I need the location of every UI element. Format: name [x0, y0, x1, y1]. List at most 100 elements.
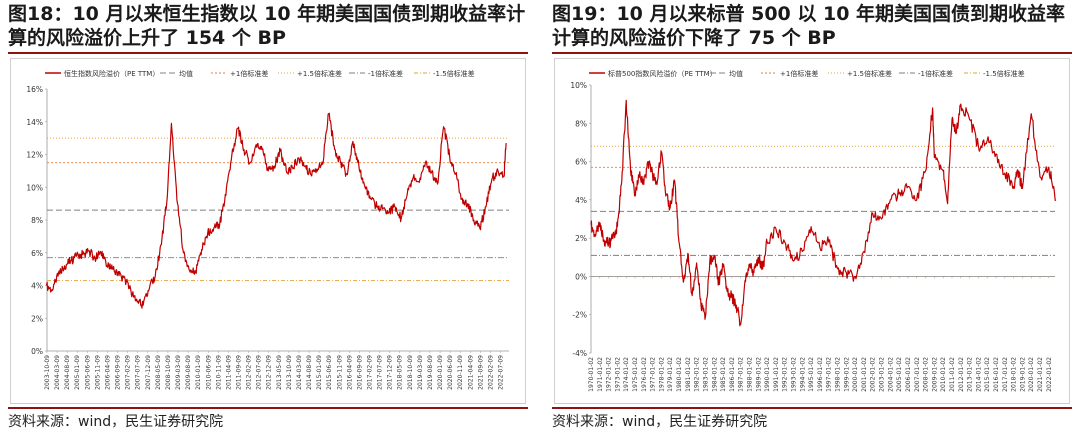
x-tick-label: 2014-03-09: [296, 355, 303, 390]
x-tick-label: 1981-01-02: [685, 357, 692, 392]
x-tick-label: 1983-01-02: [702, 357, 709, 392]
x-tick-label: 1984-01-02: [711, 357, 718, 392]
legend-label: -1倍标准差: [368, 69, 403, 78]
x-tick-label: 2022-01-02: [1046, 357, 1053, 392]
y-tick-label: 4%: [31, 282, 43, 291]
x-tick-label: 2016-09-09: [356, 355, 363, 390]
x-tick-label: 2017-12-09: [387, 355, 394, 390]
x-tick-label: 2014-08-09: [306, 355, 313, 390]
y-tick-label: 2%: [575, 234, 587, 243]
source-note: 资料来源：wind，民生证券研究院: [8, 414, 224, 430]
x-tick-label: 1985-01-02: [720, 357, 727, 392]
y-tick-label: 6%: [575, 158, 587, 167]
x-tick-label: 1979-01-02: [667, 357, 674, 392]
x-tick-label: 2019-01-02: [1019, 357, 1026, 392]
x-tick-label: 2018-01-02: [1011, 357, 1018, 392]
x-tick-label: 2019-03-09: [417, 355, 424, 390]
source-note: 资料来源：wind，民生证券研究院: [552, 414, 768, 430]
x-tick-label: 2012-07-09: [256, 355, 263, 390]
x-tick-label: 2015-11-09: [336, 355, 343, 390]
x-tick-label: 2021-09-09: [477, 355, 484, 390]
x-tick-label: 2015-01-09: [316, 355, 323, 390]
x-tick-label: 2011-01-02: [949, 357, 956, 392]
y-tick-label: -2%: [572, 311, 587, 320]
y-tick-label: 16%: [26, 85, 43, 94]
x-tick-label: 1998-01-02: [835, 357, 842, 392]
x-tick-label: 1987-01-02: [738, 357, 745, 392]
x-tick-label: 2022-02-09: [487, 355, 494, 390]
x-tick-label: 2001-01-02: [861, 357, 868, 392]
x-tick-label: 2009-03-09: [175, 355, 182, 390]
x-tick-label: 2008-10-09: [165, 355, 172, 390]
x-tick-label: 2005-01-02: [896, 357, 903, 392]
y-tick-label: 10%: [26, 183, 43, 192]
x-tick-label: 2003-01-02: [879, 357, 886, 392]
title-rule: [552, 52, 1072, 54]
chart-panel-spx: 图19：10 月以来标普 500 以 10 年期美国国债到期收益率计算的风险溢价…: [552, 0, 1078, 433]
x-tick-label: 2009-01-02: [931, 357, 938, 392]
y-tick-label: 12%: [26, 151, 43, 160]
x-tick-label: 2020-06-09: [447, 355, 454, 390]
x-tick-label: 1991-01-02: [773, 357, 780, 392]
x-tick-label: 1992-01-02: [782, 357, 789, 392]
title-rule: [8, 52, 528, 54]
x-tick-label: 2006-04-09: [104, 355, 111, 390]
x-tick-label: 2009-08-09: [185, 355, 192, 390]
x-tick-label: 2005-06-09: [84, 355, 91, 390]
x-tick-label: 2007-02-09: [125, 355, 132, 390]
y-tick-label: 0%: [31, 347, 43, 356]
legend-label: 标普500指数风险溢价（PE TTM）: [608, 69, 717, 78]
x-tick-label: 2016-01-02: [993, 357, 1000, 392]
chart-frame: 恒生指数风险溢价（PE TTM） 均值 +1倍标准差 +1.5倍标准差 -1倍标准差 -1…: [10, 58, 526, 404]
x-tick-label: 1976-01-02: [641, 357, 648, 392]
y-tick-label: 4%: [575, 196, 587, 205]
source-rule: [552, 407, 1072, 409]
legend-label: +1倍标准差: [230, 69, 268, 78]
x-tick-label: 2021-01-02: [1037, 357, 1044, 392]
legend-label: +1.5倍标准差: [847, 69, 892, 78]
x-tick-label: 1971-01-02: [597, 357, 604, 392]
x-tick-label: 1989-01-02: [755, 357, 762, 392]
x-tick-label: 2004-01-02: [887, 357, 894, 392]
x-tick-label: 1980-01-02: [676, 357, 683, 392]
x-tick-label: 2012-01-02: [958, 357, 965, 392]
x-tick-label: 1990-01-02: [764, 357, 771, 392]
x-tick-label: 2010-06-09: [205, 355, 212, 390]
x-tick-label: 2016-04-09: [346, 355, 353, 390]
x-tick-label: 2019-08-09: [427, 355, 434, 390]
y-tick-label: 6%: [31, 249, 43, 258]
legend-label: +1倍标准差: [780, 69, 818, 78]
x-tick-label: 2018-10-09: [407, 355, 414, 390]
y-tick-label: 2%: [31, 314, 43, 323]
x-tick-label: 2013-10-09: [286, 355, 293, 390]
x-tick-label: 2020-11-09: [457, 355, 464, 390]
x-tick-label: 1999-01-02: [843, 357, 850, 392]
x-tick-label: 1974-01-02: [623, 357, 630, 392]
x-tick-label: 2008-01-02: [923, 357, 930, 392]
y-tick-label: -4%: [572, 349, 587, 358]
x-tick-label: 1997-01-02: [826, 357, 833, 392]
series-line: [590, 99, 1057, 327]
x-tick-label: 2017-02-09: [367, 355, 374, 390]
x-tick-label: 2010-11-09: [215, 355, 222, 390]
chart-frame: 标普500指数风险溢价（PE TTM） 均值 +1倍标准差 +1.5倍标准差 -1倍标准…: [554, 58, 1070, 404]
x-tick-label: 2008-05-09: [155, 355, 162, 390]
legend-label: +1.5倍标准差: [297, 69, 342, 78]
legend-label: -1.5倍标准差: [983, 69, 1025, 78]
figure-title: 图19：10 月以来标普 500 以 10 年期美国国债到期收益率计算的风险溢价…: [552, 3, 1066, 49]
y-tick-label: 8%: [31, 216, 43, 225]
x-tick-label: 2013-01-02: [967, 357, 974, 392]
x-tick-label: 2010-01-02: [940, 357, 947, 392]
y-tick-label: 8%: [575, 119, 587, 128]
x-tick-label: 2021-04-09: [467, 355, 474, 390]
legend-label: 均值: [179, 69, 193, 78]
legend-label: 恒生指数风险溢价（PE TTM）: [64, 69, 159, 78]
x-tick-label: 1994-01-02: [799, 357, 806, 392]
chart-panel-hsi: 图18：10 月以来恒生指数以 10 年期美国国债到期收益率计算的风险溢价上升了…: [8, 0, 534, 433]
spx-risk-premium-chart: 标普500指数风险溢价（PE TTM） 均值 +1倍标准差 +1.5倍标准差 -1倍标准…: [570, 69, 1057, 392]
x-tick-label: 1993-01-02: [791, 357, 798, 392]
y-tick-label: 10%: [570, 81, 587, 90]
x-tick-label: 2007-07-09: [135, 355, 142, 390]
x-tick-label: 2015-01-02: [984, 357, 991, 392]
x-tick-label: 2006-09-09: [115, 355, 122, 390]
